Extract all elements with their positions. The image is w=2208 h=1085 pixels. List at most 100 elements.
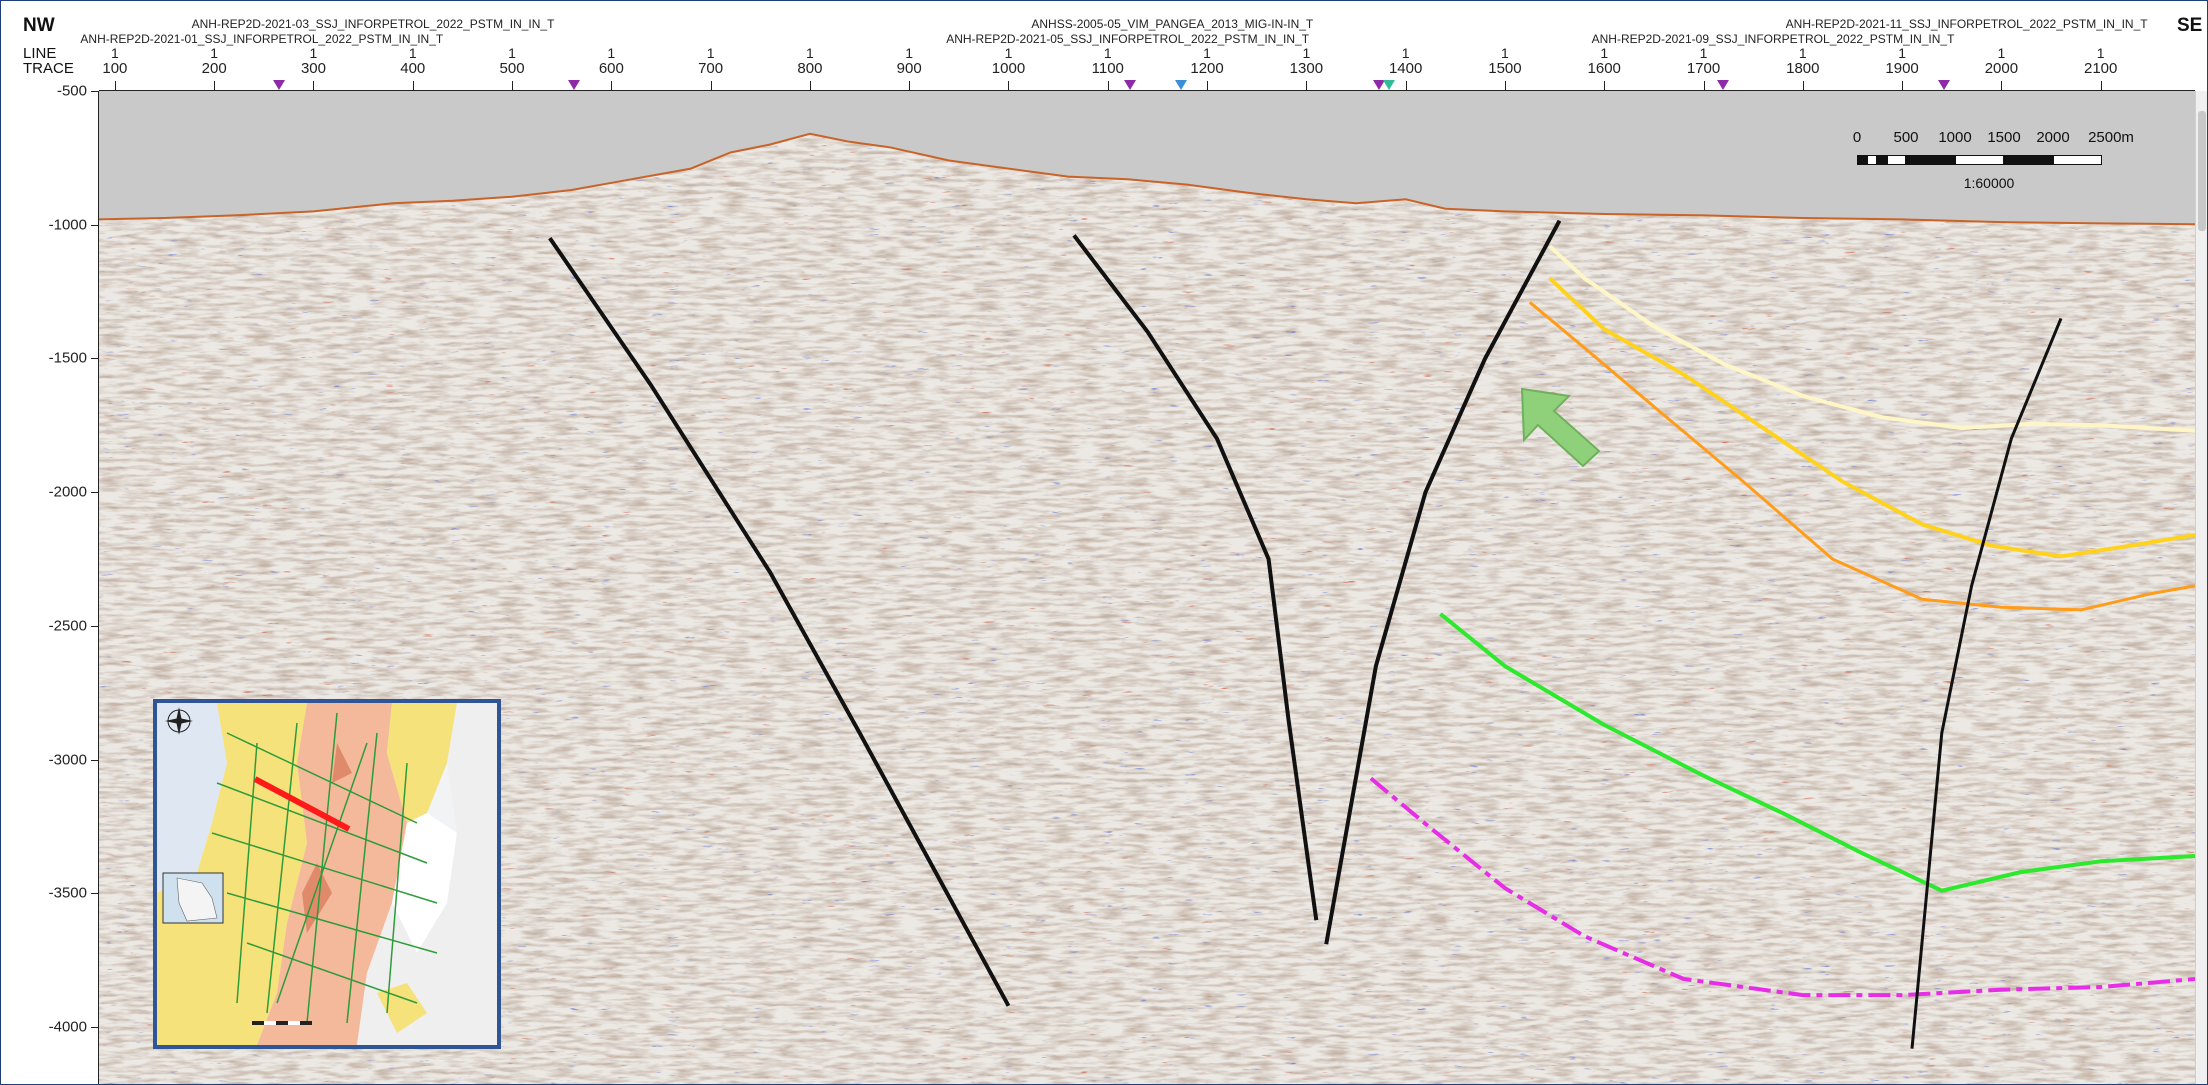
line-tick-label: 1 xyxy=(1103,45,1112,61)
trace-tick-label: 800 xyxy=(797,60,823,77)
depth-axis-line xyxy=(98,91,99,1084)
trace-header-label: TRACE xyxy=(23,60,74,77)
trace-tick-mark xyxy=(1802,81,1804,91)
depth-tick-mark xyxy=(91,893,99,895)
depth-tick-label: -3000 xyxy=(48,751,87,769)
scale-label: 500 xyxy=(1893,129,1919,146)
scale-segment xyxy=(2004,155,2053,165)
trace-tick-mark xyxy=(1107,81,1109,91)
depth-tick-label: -500 xyxy=(56,82,87,100)
location-map-inset xyxy=(153,699,501,1049)
scale-segment xyxy=(1906,155,1955,165)
scale-ratio: 1:60000 xyxy=(1963,175,2015,191)
line-tick-label: 1 xyxy=(210,45,219,61)
line-tick-label: 1 xyxy=(706,45,715,61)
fault-line xyxy=(1910,317,2063,1049)
trace-tick-mark xyxy=(1902,81,1904,91)
intersecting-line-name: ANH-REP2D-2021-09_SSJ_INFORPETROL_2022_P… xyxy=(1591,32,1955,46)
trace-tick-mark xyxy=(2100,81,2102,91)
trace-tick-mark xyxy=(1405,81,1407,91)
scale-label: 0 xyxy=(1852,129,1862,146)
trace-axis-line xyxy=(99,90,2195,91)
interpreted-faults xyxy=(548,219,2063,1049)
depth-tick-mark xyxy=(91,625,99,627)
direction-right-label: SE xyxy=(2177,15,2203,36)
intersection-marker-icon[interactable] xyxy=(1382,80,1395,90)
horizon-green xyxy=(1439,612,2195,893)
depth-tick-mark xyxy=(91,492,99,494)
line-tick-label: 1 xyxy=(1401,45,1410,61)
depth-tick-label: -1000 xyxy=(48,216,87,234)
line-tick-label: 1 xyxy=(1501,45,1509,61)
depth-tick-mark xyxy=(91,224,99,226)
line-tick-label: 1 xyxy=(1997,45,2006,61)
trace-tick-label: 600 xyxy=(598,60,624,77)
trace-tick-label: 1100 xyxy=(1091,60,1124,77)
trace-tick-mark xyxy=(809,81,811,91)
intersection-marker-icon[interactable] xyxy=(1175,80,1188,90)
intersecting-line-name: ANH-REP2D-2021-01_SSJ_INFORPETROL_2022_P… xyxy=(80,32,444,46)
trace-tick-mark xyxy=(412,81,414,91)
intersection-marker-icon[interactable] xyxy=(272,80,285,90)
line-tick-label: 1 xyxy=(905,45,914,61)
scale-label: 1500 xyxy=(1987,129,2021,146)
line-tick-label: 1 xyxy=(1600,45,1609,61)
intersection-marker-icon[interactable] xyxy=(1123,80,1136,90)
intersection-marker-icon[interactable] xyxy=(1717,80,1730,90)
line-tick-label: 1 xyxy=(1798,45,1807,61)
trace-tick-mark xyxy=(1504,81,1506,91)
depth-tick-label: -2500 xyxy=(48,617,87,635)
scale-segment xyxy=(1887,155,1906,165)
line-header-label: LINE xyxy=(23,45,57,62)
line-tick-label: 1 xyxy=(508,45,516,61)
line-tick-label: 1 xyxy=(110,45,119,61)
trace-tick-label: 400 xyxy=(400,60,426,77)
map-scale-bar xyxy=(252,1021,312,1025)
trace-tick-label: 1200 xyxy=(1190,60,1224,77)
trace-tick-mark xyxy=(214,81,216,91)
scale-segment xyxy=(1857,155,1867,165)
trace-tick-mark xyxy=(313,81,315,91)
trace-tick-mark xyxy=(1306,81,1308,91)
horizon-magenta xyxy=(1369,776,2195,998)
depth-tick-mark xyxy=(91,759,99,761)
line-tick-label: 1 xyxy=(1699,45,1708,61)
trace-tick-label: 2100 xyxy=(2083,60,2118,77)
intersection-marker-icon[interactable] xyxy=(1372,80,1385,90)
scrollbar-thumb[interactable] xyxy=(2198,111,2206,231)
scale-label: 2500m xyxy=(2088,129,2134,146)
depth-tick-mark xyxy=(91,1027,99,1029)
trace-tick-label: 1500 xyxy=(1488,60,1522,77)
depth-tick-mark xyxy=(91,91,99,92)
intersecting-line-name: ANH-REP2D-2021-05_SSJ_INFORPETROL_2022_P… xyxy=(946,32,1310,46)
fault-line xyxy=(1324,219,1562,945)
depth-tick-label: -4000 xyxy=(48,1018,87,1036)
intersection-marker-icon[interactable] xyxy=(567,80,580,90)
trace-tick-mark xyxy=(909,81,911,91)
scale-label: 2000 xyxy=(2036,129,2070,146)
depth-tick-label: -1500 xyxy=(48,349,87,367)
horizon-orange xyxy=(1528,301,2195,612)
scale-segment xyxy=(1955,155,2004,165)
trace-tick-label: 200 xyxy=(201,60,227,77)
intersecting-line-name: ANH-REP2D-2021-03_SSJ_INFORPETROL_2022_P… xyxy=(191,17,555,31)
scale-segment xyxy=(1867,155,1877,165)
horizon-yellow xyxy=(1548,276,2195,559)
current-section-line xyxy=(253,776,351,832)
vertical-scrollbar[interactable] xyxy=(2195,91,2207,1084)
line-tick-label: 1 xyxy=(309,45,318,61)
location-map xyxy=(157,703,497,1045)
depth-tick-label: -3500 xyxy=(48,884,87,902)
line-tick-label: 1 xyxy=(607,45,616,61)
intersection-marker-icon[interactable] xyxy=(1937,80,1950,90)
line-tick-label: 1 xyxy=(1302,45,1311,61)
fault-line xyxy=(548,236,1011,1007)
depth-tick-label: -2000 xyxy=(48,483,87,501)
trace-tick-label: 1400 xyxy=(1388,60,1423,77)
trace-tick-label: 2000 xyxy=(1984,60,2019,77)
trace-tick-label: 700 xyxy=(698,60,724,77)
trace-tick-label: 300 xyxy=(300,60,326,77)
trace-tick-label: 900 xyxy=(896,60,922,77)
scale-segment xyxy=(2053,155,2102,165)
